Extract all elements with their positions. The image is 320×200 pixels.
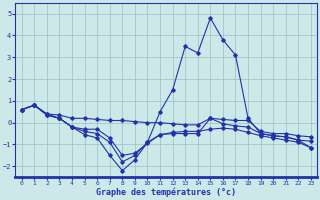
X-axis label: Graphe des températures (°c): Graphe des températures (°c): [96, 188, 236, 197]
